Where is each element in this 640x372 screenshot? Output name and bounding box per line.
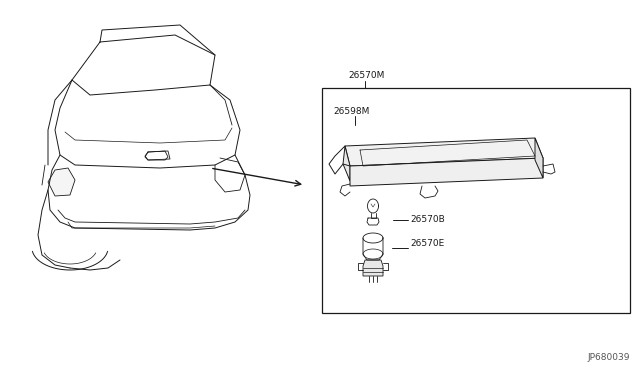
Polygon shape — [343, 146, 350, 181]
Polygon shape — [48, 168, 75, 196]
Polygon shape — [145, 151, 168, 160]
Text: 26598M: 26598M — [333, 108, 369, 116]
Polygon shape — [535, 138, 543, 178]
Polygon shape — [363, 260, 383, 276]
Text: 26570M: 26570M — [348, 71, 385, 80]
Bar — [322, 88, 630, 313]
Text: 26570E: 26570E — [410, 240, 444, 248]
Polygon shape — [345, 138, 543, 166]
Text: JP680039: JP680039 — [588, 353, 630, 362]
Polygon shape — [350, 158, 543, 186]
Text: 26570B: 26570B — [410, 215, 445, 224]
